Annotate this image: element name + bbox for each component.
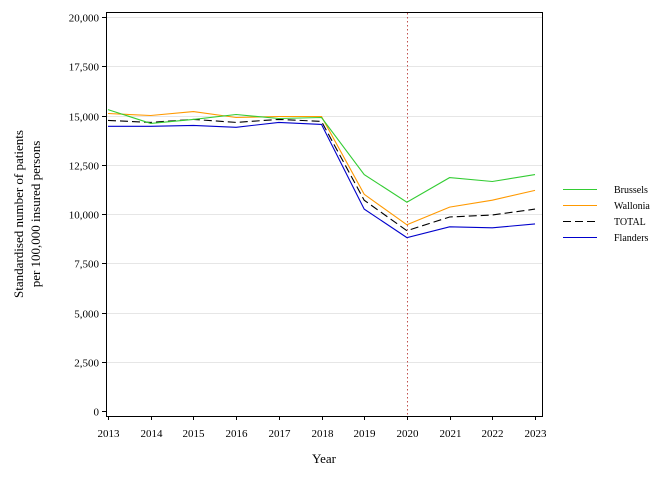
legend-label-wallonia: Wallonia bbox=[614, 201, 650, 212]
x-tick-label: 2021 bbox=[440, 428, 462, 440]
x-axis: 2013 2014 2015 2016 2017 2018 2019 2020 2021 2022… bbox=[98, 416, 548, 440]
plot-area-frame bbox=[106, 12, 543, 417]
y-tick-label: 15,000 bbox=[69, 112, 100, 124]
legend-label-total: TOTAL bbox=[614, 217, 646, 228]
series-line-flanders bbox=[108, 121, 536, 239]
y-axis-title: Standardised number of patients per 100,… bbox=[11, 130, 43, 298]
x-tick-label: 2022 bbox=[482, 428, 504, 440]
legend: Brussels Wallonia TOTAL Flanders bbox=[563, 185, 650, 244]
y-axis: 0 2,500 5,000 7,500 10,000 12,500 15,000 17,500… bbox=[69, 13, 106, 419]
y-tick-label: 2,500 bbox=[74, 358, 99, 370]
y-tick-label: 5,000 bbox=[74, 309, 99, 321]
x-tick-label: 2018 bbox=[312, 428, 335, 440]
series-lines bbox=[107, 109, 536, 239]
series-line-brussels bbox=[107, 109, 536, 203]
legend-label-brussels: Brussels bbox=[614, 185, 648, 196]
x-tick-label: 2019 bbox=[354, 428, 377, 440]
y-tick-label: 10,000 bbox=[69, 210, 100, 222]
legend-label-flanders: Flanders bbox=[614, 233, 649, 244]
y-axis-title-line-2: per 100,000 insured persons bbox=[28, 141, 43, 288]
x-tick-label: 2015 bbox=[183, 428, 206, 440]
y-tick-label: 17,500 bbox=[69, 62, 100, 74]
series-line-total bbox=[107, 118, 536, 232]
y-tick-label: 0 bbox=[94, 407, 100, 419]
gridlines bbox=[106, 17, 542, 363]
series-line-wallonia bbox=[107, 111, 536, 226]
x-tick-label: 2014 bbox=[141, 428, 164, 440]
y-axis-title-line-1: Standardised number of patients bbox=[11, 130, 26, 298]
y-tick-label: 20,000 bbox=[69, 13, 100, 25]
y-tick-label: 12,500 bbox=[69, 161, 100, 173]
x-tick-label: 2020 bbox=[397, 428, 420, 440]
x-axis-title: Year bbox=[312, 451, 337, 466]
x-tick-label: 2016 bbox=[226, 428, 249, 440]
x-tick-label: 2013 bbox=[98, 428, 121, 440]
x-tick-label: 2023 bbox=[525, 428, 548, 440]
y-tick-label: 7,500 bbox=[74, 259, 99, 271]
x-tick-label: 2017 bbox=[269, 428, 292, 440]
